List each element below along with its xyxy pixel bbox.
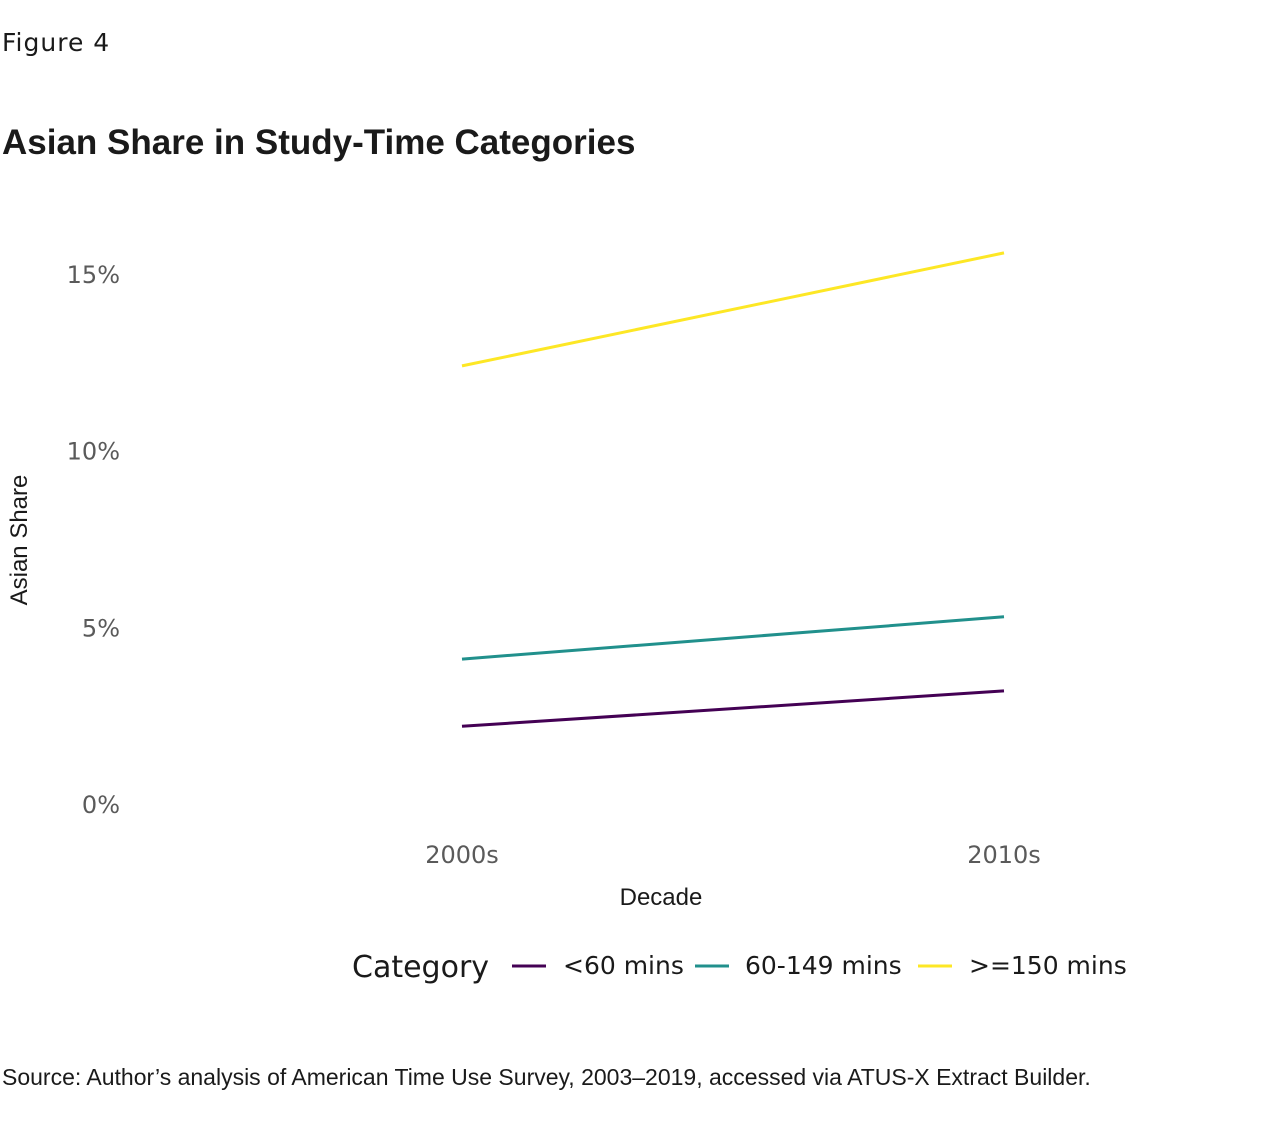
legend: Category <60 mins 60-149 mins >=150 mins — [352, 950, 1127, 985]
y-tick-label: 0% — [82, 791, 120, 819]
x-tick-label: 2000s — [425, 841, 499, 869]
y-tick-labels: 0% 5% 10% 15% — [67, 261, 120, 819]
figure-label: Figure 4 — [2, 28, 111, 57]
line-chart: 0% 5% 10% 15% 2000s 2010s Decade Asian Share… — [6, 251, 1127, 985]
legend-title: Category — [352, 950, 489, 985]
series-line — [461, 689, 1005, 728]
legend-label: >=150 mins — [969, 951, 1127, 980]
x-axis-label: Decade — [620, 884, 703, 911]
chart-title: Asian Share in Study-Time Categories — [2, 123, 636, 162]
y-tick-label: 5% — [82, 614, 120, 642]
series-line — [461, 615, 1005, 661]
source-note: Source: Author’s analysis of American Ti… — [2, 1064, 1091, 1090]
series-line — [461, 251, 1005, 368]
legend-label: 60-149 mins — [745, 951, 902, 980]
series-lines — [461, 251, 1005, 728]
x-tick-labels: 2000s 2010s — [425, 841, 1041, 869]
x-tick-label: 2010s — [967, 841, 1041, 869]
y-tick-label: 10% — [67, 438, 120, 466]
y-axis-label: Asian Share — [6, 475, 33, 606]
y-tick-label: 15% — [67, 261, 120, 289]
legend-label: <60 mins — [563, 951, 684, 980]
